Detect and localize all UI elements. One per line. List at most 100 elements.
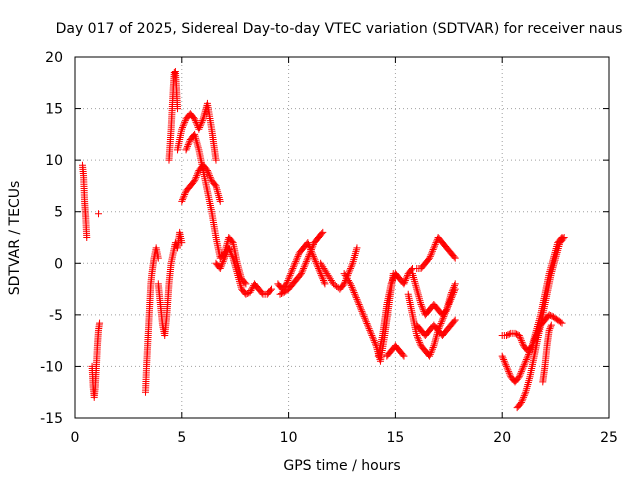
- data-point: [317, 270, 325, 278]
- data-point: [443, 306, 451, 314]
- data-point: [440, 313, 448, 321]
- data-point: [311, 256, 319, 264]
- data-point: [352, 292, 360, 300]
- data-point: [429, 344, 437, 352]
- data-point: [94, 210, 102, 218]
- data-point: [525, 350, 533, 358]
- data-point: [310, 254, 318, 262]
- data-point: [183, 142, 191, 150]
- data-point: [317, 271, 325, 279]
- data-point: [178, 239, 186, 247]
- data-point: [441, 309, 449, 317]
- data-point: [358, 307, 366, 315]
- data-point: [225, 244, 233, 252]
- data-point: [243, 290, 251, 298]
- data-point: [287, 270, 295, 278]
- data-point: [348, 261, 356, 269]
- data-point: [525, 375, 533, 383]
- data-point: [426, 352, 434, 360]
- data-point: [290, 263, 298, 271]
- data-point: [522, 357, 530, 365]
- data-point: [437, 319, 445, 327]
- data-point: [519, 395, 527, 403]
- data-point: [285, 275, 293, 283]
- data-point: [179, 196, 187, 204]
- data-point: [301, 261, 309, 269]
- data-point: [520, 361, 528, 369]
- data-point: [339, 281, 347, 289]
- data-point: [523, 354, 531, 362]
- data-point: [308, 244, 316, 252]
- data-point: [525, 349, 533, 357]
- data-point: [193, 140, 201, 148]
- data-point: [216, 264, 224, 272]
- data-point: [523, 384, 531, 392]
- data-point: [289, 264, 297, 272]
- data-point: [181, 117, 189, 125]
- data-point: [348, 283, 356, 291]
- data-point: [217, 263, 225, 271]
- data-point: [191, 117, 199, 125]
- data-point: [351, 250, 359, 258]
- data-point: [185, 139, 193, 147]
- data-point: [310, 240, 318, 248]
- data-point: [426, 254, 434, 262]
- data-point: [431, 338, 439, 346]
- data-point: [403, 273, 411, 281]
- data-point: [192, 173, 200, 181]
- data-point: [221, 254, 229, 262]
- data-point: [448, 294, 456, 302]
- data-point: [438, 318, 446, 326]
- data-point: [400, 352, 408, 360]
- data-point: [517, 337, 525, 345]
- data-point: [431, 240, 439, 248]
- data-point: [304, 254, 312, 262]
- data-point: [196, 123, 204, 131]
- data-point: [218, 259, 226, 267]
- series-seg-e: [154, 228, 186, 339]
- data-point: [451, 316, 459, 324]
- data-point: [387, 280, 395, 288]
- data-point: [200, 111, 208, 119]
- data-point: [347, 280, 355, 288]
- data-point: [292, 256, 300, 264]
- data-point: [247, 287, 255, 295]
- data-point: [227, 249, 235, 257]
- data-point: [413, 287, 421, 295]
- data-point: [448, 292, 456, 300]
- data-point: [291, 259, 299, 267]
- data-point: [296, 271, 304, 279]
- axis-ticks: 0 5 10 15 20 25 -15 -10 -5 0 5 10 15 20: [40, 50, 618, 446]
- data-point: [365, 325, 373, 333]
- data-point: [214, 190, 222, 198]
- data-point: [545, 326, 553, 334]
- data-point: [300, 264, 308, 272]
- data-point: [519, 364, 527, 372]
- data-point: [305, 252, 313, 260]
- data-point: [350, 255, 358, 263]
- y-tick-label: 15: [45, 102, 63, 118]
- data-point: [522, 356, 530, 364]
- data-point: [299, 266, 307, 274]
- data-point: [215, 192, 223, 200]
- data-point: [201, 109, 209, 117]
- data-point: [516, 400, 524, 408]
- data-point: [517, 368, 525, 376]
- data-point: [285, 273, 293, 281]
- data-point: [369, 333, 377, 341]
- data-point: [277, 290, 285, 298]
- data-point: [345, 268, 353, 276]
- series-seg-l: [276, 228, 327, 298]
- data-point: [547, 312, 555, 320]
- data-point: [212, 156, 220, 164]
- data-point: [369, 335, 377, 343]
- data-point: [500, 356, 508, 364]
- data-point: [186, 137, 194, 145]
- data-point: [401, 278, 409, 286]
- data-point: [258, 289, 266, 297]
- data-point: [505, 330, 513, 338]
- y-axis-label: SDTVAR / TECUs: [7, 181, 23, 296]
- data-point: [309, 242, 317, 250]
- series-seg-s: [413, 316, 459, 339]
